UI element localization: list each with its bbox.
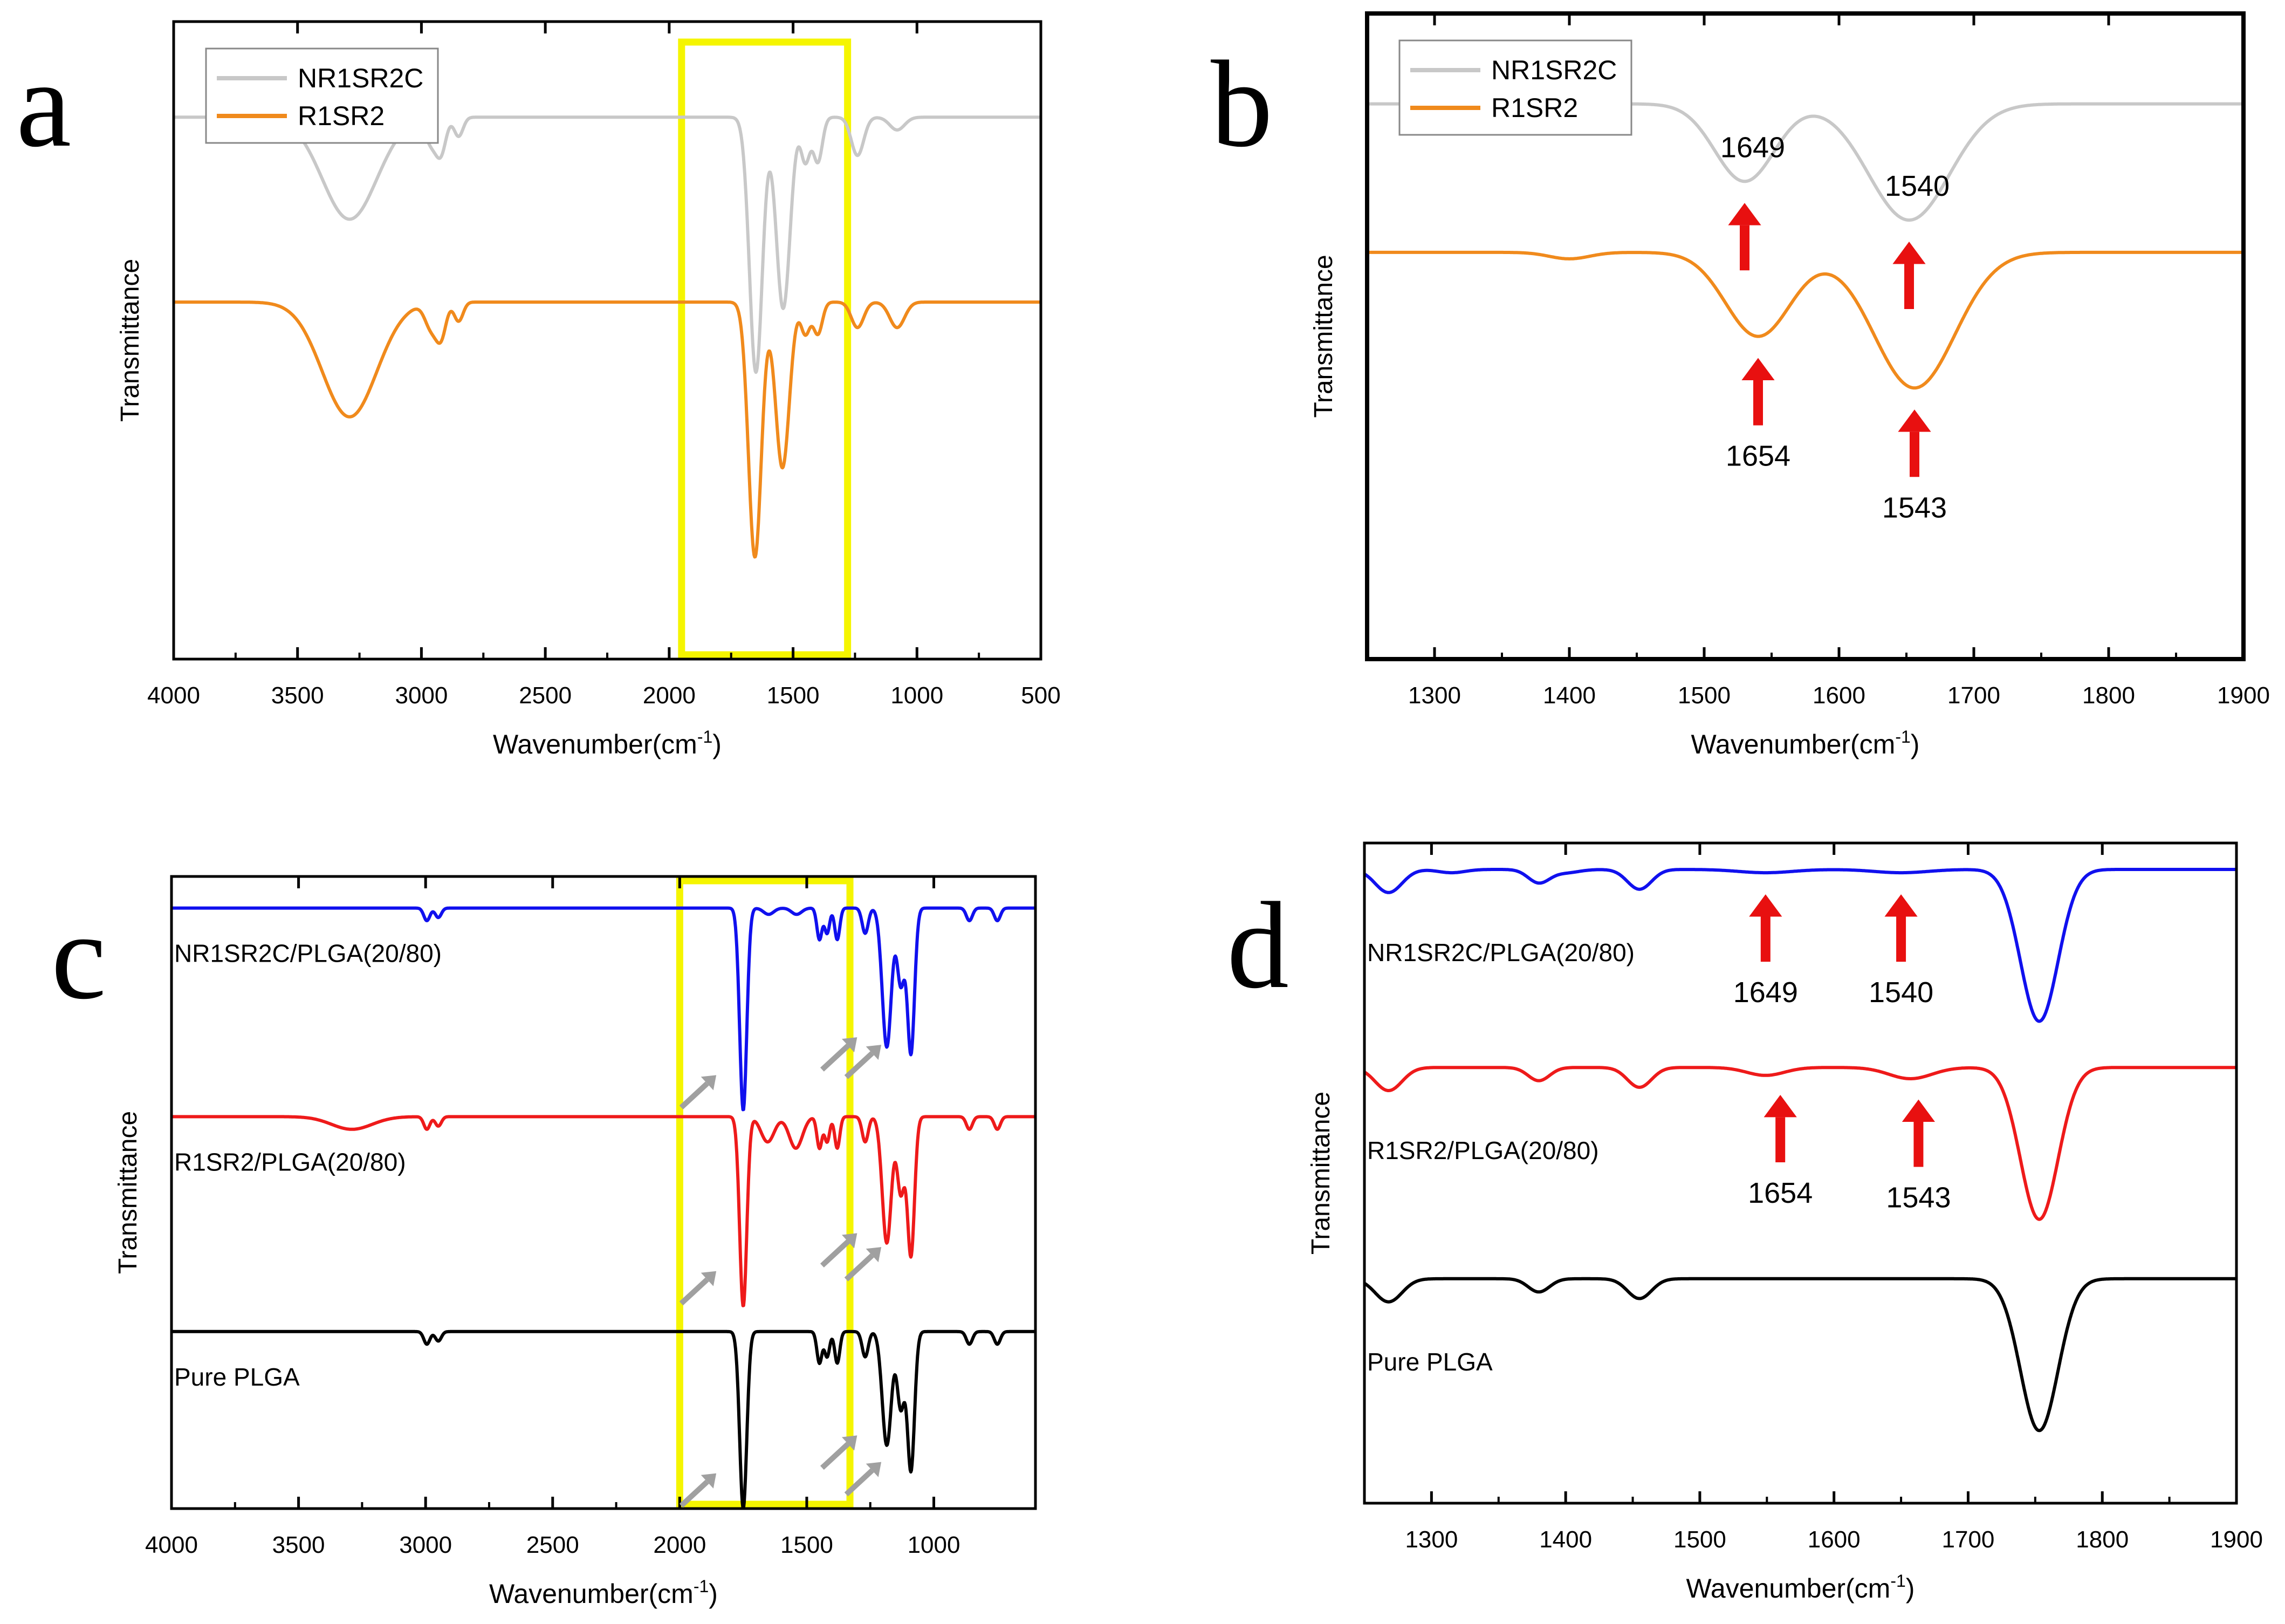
legend-label: R1SR2 bbox=[1491, 93, 1578, 123]
panel-b: b 1300 1400 1500 1600 1700 1800 1900 Wavenumber(… bbox=[1211, 11, 2270, 759]
series-line-r1sr2 bbox=[1366, 250, 2245, 390]
peak-arrow bbox=[1764, 1094, 1797, 1162]
series-label: NR1SR2C/PLGA(20/80) bbox=[1367, 938, 1635, 967]
series-label: Pure PLGA bbox=[174, 1363, 300, 1391]
x-tick-label: 3000 bbox=[395, 682, 448, 709]
peak-label: 1540 bbox=[1885, 170, 1950, 202]
x-axis-label: Wavenumber(cm-1) bbox=[1686, 1571, 1915, 1604]
peak-label: 1649 bbox=[1720, 131, 1785, 163]
x-tick-label: 1600 bbox=[1813, 682, 1865, 709]
x-tick-label: 2500 bbox=[519, 682, 572, 709]
x-tick-label: 2500 bbox=[526, 1532, 579, 1558]
x-tick-label: 1800 bbox=[2082, 682, 2135, 709]
x-tick-label: 3500 bbox=[271, 682, 324, 709]
x-tick-label: 1500 bbox=[780, 1532, 833, 1558]
highlight-arrow bbox=[679, 1271, 717, 1306]
plot-frame bbox=[1365, 11, 2246, 661]
panel-d: d 1300 1400 1500 1600 1700 1800 1900 Wavenumber(… bbox=[1227, 841, 2263, 1604]
peak-arrow bbox=[1741, 358, 1775, 426]
x-tick-label: 1000 bbox=[908, 1532, 960, 1558]
plot-frame bbox=[170, 875, 1037, 1510]
peak-arrow bbox=[1728, 203, 1761, 271]
peak-label: 1543 bbox=[1882, 491, 1947, 524]
series-line-r1sr2-plga-20-80- bbox=[1363, 1066, 2238, 1221]
x-tick-label: 1500 bbox=[1673, 1526, 1726, 1553]
x-tick-label: 2000 bbox=[643, 682, 696, 709]
series-line-r1sr2-plga-20-80- bbox=[170, 1115, 1037, 1307]
highlight-arrow bbox=[844, 1247, 882, 1282]
x-tick-label: 1300 bbox=[1408, 682, 1461, 709]
peak-label: 1543 bbox=[1886, 1182, 1951, 1214]
series-label: Pure PLGA bbox=[1367, 1348, 1493, 1376]
x-tick-label: 1500 bbox=[1678, 682, 1731, 709]
series-line-nr1sr2c-plga-20-80- bbox=[170, 906, 1037, 1112]
x-tick-label: 4000 bbox=[147, 682, 200, 709]
x-tick-label: 1400 bbox=[1543, 682, 1596, 709]
x-tick-label: 1400 bbox=[1539, 1526, 1592, 1553]
legend-box bbox=[205, 47, 439, 144]
x-tick-label: 2000 bbox=[653, 1532, 706, 1558]
peak-label: 1649 bbox=[1733, 976, 1798, 1009]
highlight-arrow bbox=[820, 1435, 857, 1470]
highlight-arrow bbox=[679, 1473, 717, 1508]
x-tick-label: 1000 bbox=[890, 682, 943, 709]
x-axis-label: Wavenumber(cm-1) bbox=[493, 727, 722, 759]
peak-arrow bbox=[1884, 894, 1918, 962]
x-tick-label: 1500 bbox=[767, 682, 820, 709]
highlight-box bbox=[676, 877, 854, 1508]
legend-label: R1SR2 bbox=[298, 101, 385, 131]
peak-label: 1654 bbox=[1748, 1177, 1813, 1209]
series-line-nr1sr2c bbox=[173, 115, 1042, 374]
y-axis-label: Transmittance bbox=[116, 259, 145, 422]
legend-label: NR1SR2C bbox=[1491, 55, 1617, 85]
y-axis-label: Transmittance bbox=[1307, 1092, 1335, 1255]
peak-arrow bbox=[1749, 894, 1782, 962]
highlight-arrow bbox=[844, 1045, 882, 1079]
legend-label: NR1SR2C bbox=[298, 63, 423, 93]
x-tick-label: 1700 bbox=[1947, 682, 2000, 709]
highlight-arrow bbox=[679, 1075, 717, 1109]
panel-letter-a: a bbox=[16, 35, 71, 173]
x-tick-label: 1900 bbox=[2217, 682, 2270, 709]
y-axis-label: Transmittance bbox=[1309, 255, 1338, 417]
peak-arrow bbox=[1902, 1099, 1936, 1167]
x-tick-label: 500 bbox=[1021, 682, 1060, 709]
series-line-pure-plga bbox=[170, 1330, 1037, 1510]
highlight-arrow bbox=[820, 1037, 857, 1072]
plot-frame bbox=[1363, 841, 2238, 1505]
highlight-arrow bbox=[820, 1233, 857, 1268]
peak-label: 1654 bbox=[1726, 440, 1790, 472]
x-tick-label: 1900 bbox=[2210, 1526, 2263, 1553]
highlight-arrow bbox=[844, 1462, 882, 1497]
x-tick-label: 1600 bbox=[1808, 1526, 1861, 1553]
x-tick-label: 4000 bbox=[145, 1532, 198, 1558]
x-tick-label: 1300 bbox=[1405, 1526, 1458, 1553]
y-axis-label: Transmittance bbox=[114, 1111, 142, 1274]
x-axis-label: Wavenumber(cm-1) bbox=[1691, 727, 1920, 759]
series-line-r1sr2 bbox=[173, 300, 1042, 559]
x-axis-label: Wavenumber(cm-1) bbox=[489, 1577, 718, 1609]
highlight-box bbox=[678, 38, 852, 659]
panel-letter-d: d bbox=[1227, 876, 1289, 1014]
panel-letter-b: b bbox=[1211, 35, 1273, 173]
series-label: R1SR2/PLGA(20/80) bbox=[1367, 1136, 1599, 1164]
legend-box bbox=[1398, 39, 1632, 136]
series-label: NR1SR2C/PLGA(20/80) bbox=[174, 940, 442, 968]
x-tick-label: 1800 bbox=[2076, 1526, 2129, 1553]
x-tick-label: 1700 bbox=[1942, 1526, 1995, 1553]
x-tick-label: 3500 bbox=[272, 1532, 325, 1558]
peak-arrow bbox=[1892, 242, 1926, 310]
panel-a: a 4000 3500 3000 2500 2000 1500 1000 500 Wavenumb… bbox=[16, 20, 1061, 759]
peak-arrow bbox=[1898, 409, 1931, 477]
x-tick-label: 3000 bbox=[399, 1532, 452, 1558]
peak-label: 1540 bbox=[1869, 976, 1933, 1009]
series-line-nr1sr2c-plga-20-80- bbox=[1363, 868, 2238, 1023]
panel-letter-c: c bbox=[51, 887, 106, 1025]
series-label: R1SR2/PLGA(20/80) bbox=[174, 1148, 406, 1176]
series-line-pure-plga bbox=[1363, 1277, 2238, 1433]
panel-c: c 4000 3500 3000 2500 2000 1500 1000 Wavenumber(… bbox=[51, 875, 1037, 1609]
